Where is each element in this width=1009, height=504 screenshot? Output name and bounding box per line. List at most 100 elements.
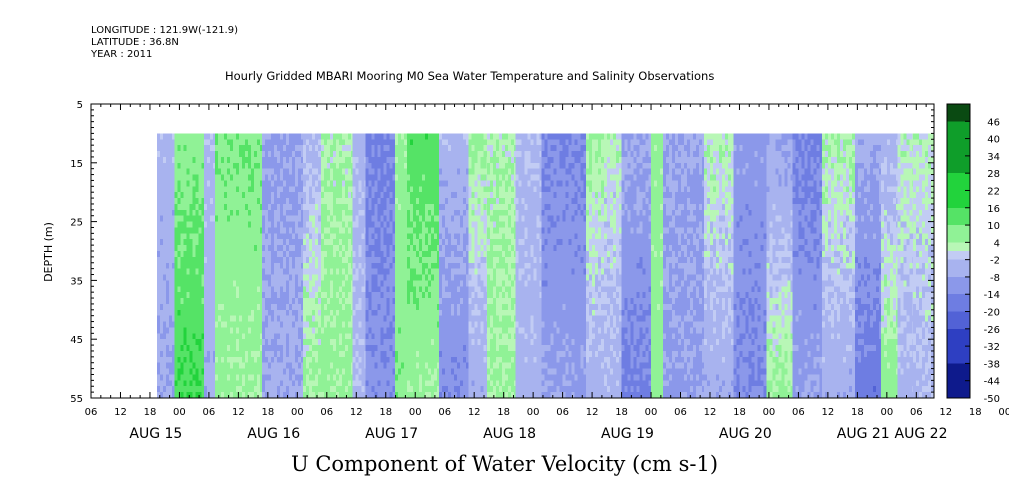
heatmap-cell	[383, 139, 388, 146]
heatmap-cell	[264, 380, 269, 387]
heatmap-cell	[430, 386, 435, 393]
heatmap-cell	[368, 192, 373, 199]
heatmap-cell	[441, 303, 446, 311]
heatmap-cell	[309, 256, 313, 264]
heatmap-cell	[447, 339, 452, 346]
heatmap-cell	[261, 151, 266, 158]
heatmap-cell	[306, 345, 310, 352]
heatmap-cell	[201, 362, 205, 370]
heatmap-cell	[392, 215, 396, 223]
heatmap-cell	[438, 380, 443, 387]
heatmap-cell	[377, 156, 382, 164]
heatmap-cell	[326, 162, 331, 170]
heatmap-cell	[285, 315, 290, 323]
heatmap-cell	[383, 156, 388, 164]
heatmap-cell	[415, 280, 420, 287]
heatmap-cell	[350, 368, 354, 376]
heatmap-cell	[450, 268, 455, 276]
heatmap-cell	[418, 198, 423, 205]
heatmap-cell	[238, 274, 243, 281]
heatmap-cell	[267, 233, 272, 240]
heatmap-cell	[201, 345, 205, 352]
heatmap-cell	[427, 339, 432, 346]
heatmap-cell	[232, 145, 237, 152]
heatmap-cell	[300, 298, 304, 305]
heatmap-cell	[229, 215, 234, 223]
heatmap-cell	[207, 292, 211, 299]
heatmap-cell	[183, 209, 188, 217]
heatmap-cell	[459, 380, 464, 387]
heatmap-cell	[213, 186, 216, 193]
heatmap-cell	[177, 268, 182, 276]
heatmap-cell	[361, 268, 366, 276]
heatmap-cell	[444, 262, 449, 270]
heatmap-cell	[406, 315, 411, 323]
heatmap-cell	[350, 262, 354, 270]
heatmap-cell	[282, 215, 287, 223]
heatmap-cell	[392, 350, 396, 358]
heatmap-cell	[201, 356, 205, 364]
heatmap-cell	[267, 192, 272, 199]
heatmap-cell	[456, 133, 461, 140]
heatmap-cell	[213, 339, 216, 346]
heatmap-cell	[347, 186, 352, 193]
heatmap-cell	[441, 309, 446, 317]
heatmap-cell	[241, 350, 246, 358]
heatmap-cell	[288, 186, 293, 193]
heatmap-cell	[374, 256, 379, 264]
heatmap-cell	[389, 215, 394, 223]
heatmap-cell	[374, 368, 379, 376]
heatmap-cell	[261, 221, 266, 229]
heatmap-cell	[338, 174, 343, 182]
heatmap-cell	[401, 139, 405, 146]
heatmap-cell	[474, 286, 478, 293]
heatmap-cell	[320, 350, 325, 358]
heatmap-cell	[172, 186, 176, 193]
heatmap-cell	[415, 392, 420, 399]
heatmap-cell	[210, 274, 214, 281]
heatmap-cell	[259, 262, 263, 270]
heatmap-cell	[294, 151, 299, 158]
heatmap-cell	[453, 198, 458, 205]
heatmap-cell	[282, 374, 287, 381]
heatmap-cell	[468, 262, 472, 270]
heatmap-cell	[368, 251, 373, 258]
heatmap-cell	[355, 209, 360, 217]
heatmap-cell	[195, 280, 200, 287]
heatmap-cell	[409, 386, 414, 393]
heatmap-cell	[226, 350, 231, 358]
heatmap-cell	[471, 303, 475, 311]
heatmap-cell	[172, 280, 176, 287]
heatmap-cell	[270, 350, 275, 358]
heatmap-cell	[259, 174, 263, 182]
heatmap-cell	[160, 303, 164, 311]
heatmap-cell	[315, 309, 319, 317]
heatmap-cell	[326, 139, 331, 146]
heatmap-cell	[303, 350, 307, 358]
heatmap-cell	[404, 333, 408, 340]
heatmap-cell	[383, 145, 388, 152]
heatmap-cell	[198, 350, 203, 358]
heatmap-cell	[444, 215, 449, 223]
heatmap-cell	[306, 133, 310, 140]
heatmap-cell	[468, 356, 472, 364]
heatmap-cell	[291, 315, 296, 323]
heatmap-cell	[404, 139, 408, 146]
heatmap-cell	[270, 392, 275, 399]
heatmap-cell	[166, 303, 170, 311]
heatmap-cell	[386, 315, 391, 323]
heatmap-cell	[291, 174, 296, 182]
heatmap-cell	[341, 368, 346, 376]
heatmap-cell	[229, 374, 234, 381]
heatmap-cell	[235, 274, 240, 281]
heatmap-cell	[282, 380, 287, 387]
heatmap-cell	[456, 174, 461, 182]
heatmap-cell	[335, 333, 340, 340]
heatmap-cell	[232, 298, 237, 305]
heatmap-cell	[241, 274, 246, 281]
heatmap-cell	[312, 133, 316, 140]
heatmap-cell	[433, 139, 438, 146]
heatmap-cell	[424, 233, 429, 240]
heatmap-cell	[383, 180, 388, 187]
heatmap-cell	[279, 245, 284, 252]
